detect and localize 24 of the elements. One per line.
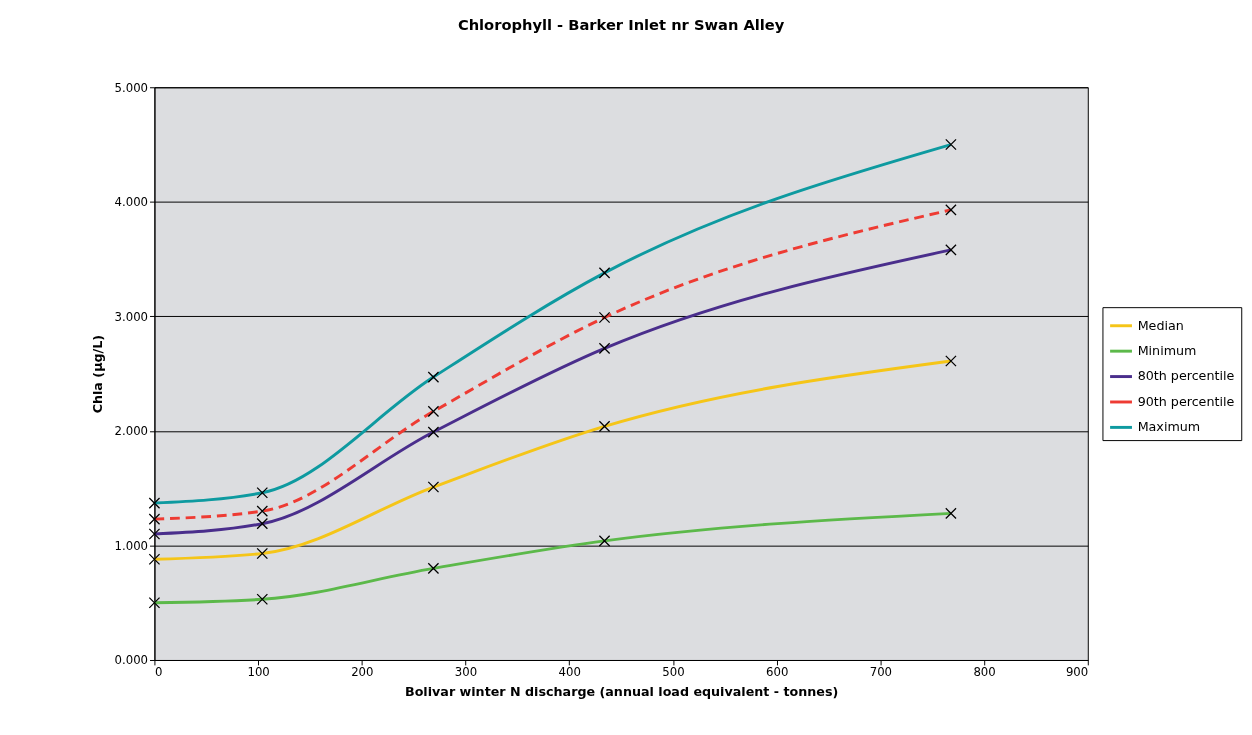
x-tick-label: 600: [765, 665, 789, 680]
x-tick-label: 500: [662, 665, 685, 680]
x-tick-label: 100: [247, 665, 270, 680]
x-tick-label: 900: [1065, 665, 1089, 680]
y-tick-label: 3.000: [114, 309, 149, 324]
y-tick-label: 0.000: [114, 653, 149, 668]
legend-label: Median: [1137, 317, 1184, 333]
x-tick-label: 200: [351, 665, 374, 680]
y-axis-title: Chla (µg/L): [89, 334, 105, 414]
chart-title: Chlorophyll - Barker Inlet nr Swan Alley: [457, 15, 785, 33]
legend-label: 90th percentile: [1137, 393, 1235, 409]
x-tick-label: 400: [558, 665, 581, 680]
y-tick-label: 4.000: [114, 195, 149, 210]
y-tick-label: 5.000: [114, 80, 149, 95]
x-axis-title: Bolivar winter N discharge (annual load equivalent - tonnes): [404, 683, 839, 699]
legend-label: Minimum: [1137, 343, 1197, 359]
x-tick-label: 700: [869, 665, 893, 680]
y-tick-label: 1.000: [114, 538, 149, 553]
y-tick-label: 2.000: [114, 424, 149, 439]
x-tick-label: 300: [454, 665, 478, 680]
legend-label: Maximum: [1137, 419, 1201, 435]
legend-label: 80th percentile: [1137, 368, 1235, 384]
x-tick-label: 0: [154, 665, 163, 680]
x-tick-label: 800: [973, 665, 996, 680]
